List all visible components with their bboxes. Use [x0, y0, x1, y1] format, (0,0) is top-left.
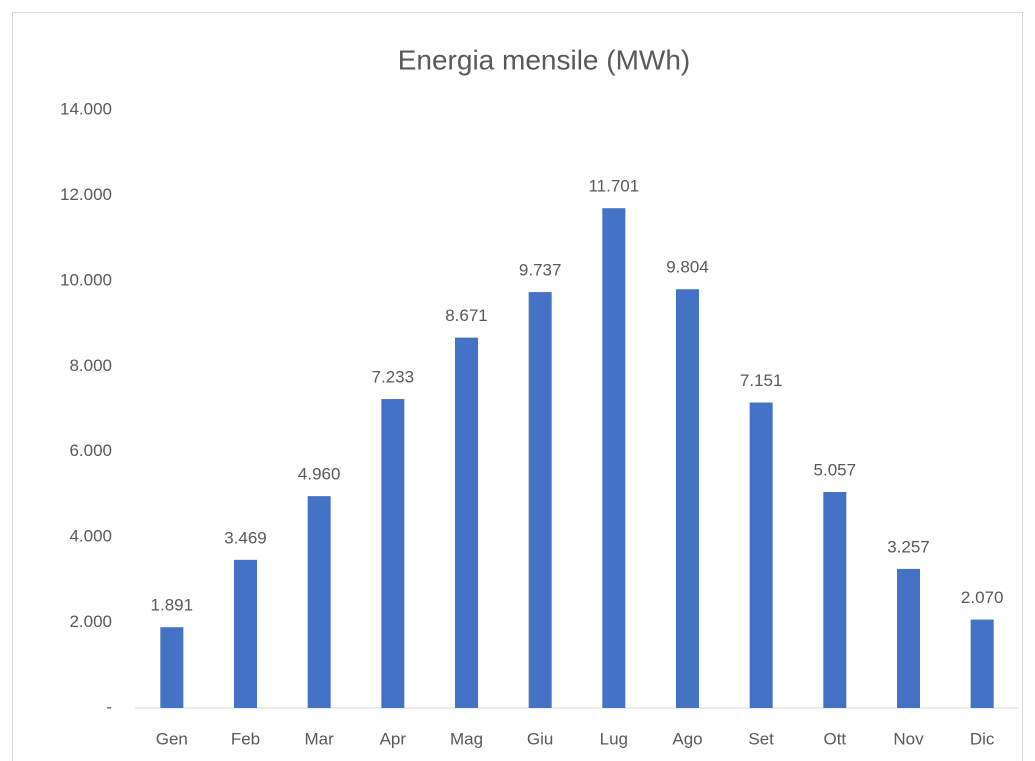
x-tick-label: Apr [380, 729, 407, 748]
bar [381, 399, 405, 708]
data-label: 9.804 [666, 258, 709, 277]
x-tick-label: Set [748, 729, 774, 748]
y-tick-label: 12.000 [60, 185, 112, 204]
y-tick-label: 4.000 [69, 527, 112, 546]
data-label: 5.057 [814, 460, 857, 479]
bar [602, 208, 626, 709]
y-tick-label: - [106, 697, 112, 716]
y-tick-label: 14.000 [60, 99, 112, 118]
data-label: 8.671 [445, 306, 488, 325]
data-label: 9.737 [519, 261, 562, 280]
bar [749, 402, 773, 708]
data-label: 4.960 [298, 465, 341, 484]
bar [897, 568, 920, 708]
x-tick-label: Lug [600, 729, 628, 748]
x-tick-label: Feb [231, 729, 260, 748]
bar [970, 619, 994, 708]
y-tick-label: 10.000 [60, 270, 112, 289]
x-tick-label: Mag [450, 729, 483, 748]
data-label: 2.070 [961, 588, 1004, 607]
x-tick-label: Ott [823, 729, 846, 748]
x-tick-label: Gen [156, 729, 188, 748]
data-label: 7.151 [740, 371, 783, 390]
x-tick-label: Mar [305, 729, 335, 748]
x-tick-label: Nov [893, 729, 924, 748]
data-label: 3.257 [887, 537, 930, 556]
y-tick-label: 6.000 [69, 441, 112, 460]
data-label: 7.233 [372, 368, 415, 387]
y-tick-label: 8.000 [69, 356, 112, 375]
chart-title: Energia mensile (MWh) [398, 44, 691, 75]
y-tick-label: 2.000 [69, 612, 112, 631]
data-label: 1.891 [151, 596, 194, 615]
bar [455, 337, 478, 708]
bar [676, 289, 699, 708]
x-tick-label: Ago [672, 729, 702, 748]
bar [528, 292, 552, 708]
bar [160, 627, 184, 708]
x-tick-label: Giu [527, 729, 553, 748]
bar [307, 496, 331, 708]
data-label: 3.469 [224, 528, 267, 547]
x-tick-label: Dic [970, 729, 995, 748]
bar [823, 491, 847, 708]
bar [234, 559, 257, 708]
data-label: 11.701 [588, 177, 639, 196]
